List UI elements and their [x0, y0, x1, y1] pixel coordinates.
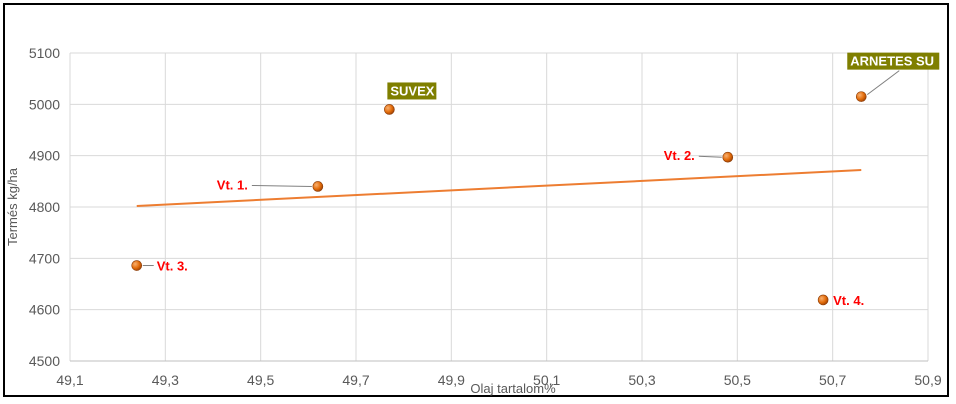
- point-label: ARNETES SU: [850, 54, 934, 69]
- x-axis-ticks: 49,1 49,3 49,5 49,7 49,9 50,1 50,3 50,5 50,7 50,9: [56, 372, 941, 388]
- data-points: [131, 91, 867, 306]
- x-tick-label: 49,1: [56, 372, 83, 388]
- x-tick-label: 50,9: [914, 372, 941, 388]
- leader-lines: [142, 70, 900, 267]
- y-tick-label: 4900: [29, 148, 60, 164]
- leader-line: [251, 184, 312, 187]
- scatter-point: [817, 294, 829, 306]
- y-tick-label: 5000: [29, 96, 60, 112]
- point-label-box: [847, 52, 940, 70]
- leader-line: [698, 155, 722, 158]
- x-tick-label: 49,5: [247, 372, 274, 388]
- point-label: Vt. 4.: [833, 293, 864, 308]
- trendline: [136, 169, 862, 207]
- point-labels: Vt. 1. SUVEX Vt. 2. ARNETES SU Vt. 3. Vt. 4.: [157, 52, 940, 308]
- grid: [69, 52, 929, 362]
- y-tick-label: 4600: [29, 302, 60, 318]
- x-tick-label: 49,7: [342, 372, 369, 388]
- point-label: SUVEX: [390, 83, 434, 98]
- point-label-box: [387, 82, 437, 100]
- x-tick-label: 50,1: [533, 372, 560, 388]
- scatter-point: [722, 151, 734, 163]
- y-axis-title: Termés kg/ha: [5, 167, 20, 246]
- x-axis-title: Olaj tartalom%: [470, 381, 556, 396]
- x-tick-label: 50,5: [724, 372, 751, 388]
- point-label: Vt. 1.: [217, 177, 248, 192]
- x-tick-label: 50,7: [819, 372, 846, 388]
- scatter-point: [855, 91, 867, 102]
- y-tick-label: 4700: [29, 250, 60, 266]
- y-tick-label: 4800: [29, 199, 60, 215]
- y-axis-ticks: 4500 4600 4700 4800 4900 5000 5100: [29, 45, 60, 369]
- trendline-group: [136, 169, 862, 207]
- scatter-point: [312, 181, 324, 192]
- point-label: Vt. 2.: [664, 148, 695, 163]
- scatter-point: [131, 260, 143, 271]
- y-tick-label: 4500: [29, 353, 60, 369]
- x-tick-label: 50,3: [628, 372, 655, 388]
- y-tick-label: 5100: [29, 45, 60, 61]
- scatter-point: [384, 104, 395, 115]
- x-tick-label: 49,3: [152, 372, 179, 388]
- x-tick-label: 49,9: [438, 372, 465, 388]
- leader-line: [866, 70, 900, 96]
- chart-frame: [3, 3, 949, 397]
- point-label: Vt. 3.: [157, 259, 188, 274]
